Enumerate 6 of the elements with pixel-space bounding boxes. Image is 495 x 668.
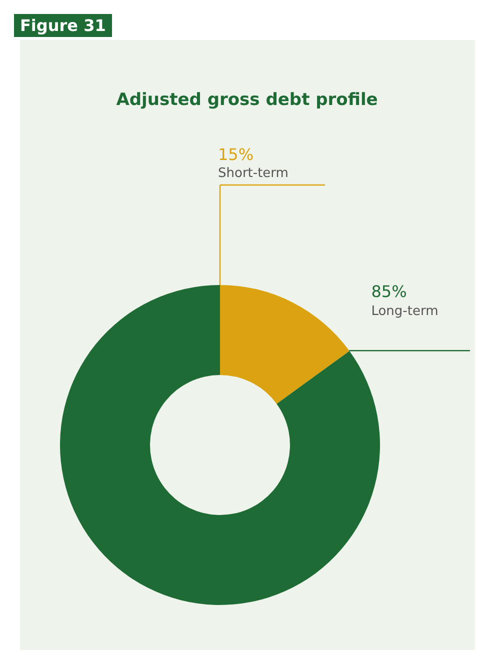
chart-title: Adjusted gross debt profile [116, 90, 378, 110]
caption: Figure 31 [14, 14, 112, 37]
data-label: 85% [371, 282, 407, 301]
slice-label: Long-term [371, 304, 438, 319]
slice-label: Short-term [218, 166, 288, 181]
data-label: 15% [218, 145, 254, 164]
